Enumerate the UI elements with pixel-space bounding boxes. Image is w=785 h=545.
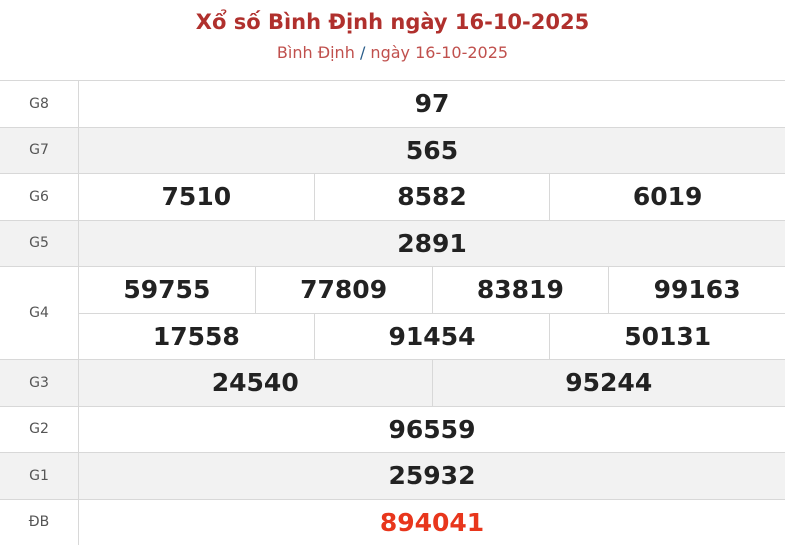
- prize-sub-row: 96559: [79, 407, 785, 453]
- prize-number: 17558: [79, 314, 314, 360]
- prize-number: 565: [79, 128, 785, 174]
- prize-label: G2: [0, 407, 79, 453]
- prize-label: G1: [0, 453, 79, 499]
- prize-number: 59755: [79, 267, 255, 313]
- prize-label: G5: [0, 221, 79, 267]
- prize-sub-row: 894041: [79, 500, 785, 545]
- prize-number: 95244: [432, 360, 785, 406]
- prize-sub-row: 2891: [79, 221, 785, 267]
- breadcrumb: Bình Định / ngày 16-10-2025: [0, 41, 785, 65]
- prize-sub-row: 97: [79, 81, 785, 127]
- prize-label: G8: [0, 81, 79, 127]
- prize-number: 50131: [549, 314, 785, 360]
- results-header: Xổ số Bình Định ngày 16-10-2025 Bình Địn…: [0, 0, 785, 80]
- prize-label: ĐB: [0, 500, 79, 545]
- prize-values: 2891: [79, 221, 785, 267]
- prize-values: 565: [79, 128, 785, 174]
- prize-number: 24540: [79, 360, 432, 406]
- prize-number: 91454: [314, 314, 550, 360]
- prize-number: 7510: [79, 174, 314, 220]
- prize-sub-row: 25932: [79, 453, 785, 499]
- prize-sub-row: 565: [79, 128, 785, 174]
- prize-number: 99163: [608, 267, 785, 313]
- special-prize-number: 894041: [79, 500, 785, 545]
- prize-number: 83819: [432, 267, 609, 313]
- page-title: Xổ số Bình Định ngày 16-10-2025: [0, 0, 785, 36]
- prize-label: G3: [0, 360, 79, 406]
- prize-number: 25932: [79, 453, 785, 499]
- prize-values: 25932: [79, 453, 785, 499]
- prize-values: 894041: [79, 500, 785, 545]
- prize-label: G4: [0, 267, 79, 359]
- prize-label: G7: [0, 128, 79, 174]
- prize-number: 6019: [549, 174, 785, 220]
- prize-number: 2891: [79, 221, 785, 267]
- prize-number: 8582: [314, 174, 550, 220]
- prize-values: 96559: [79, 407, 785, 453]
- prize-number: 77809: [255, 267, 432, 313]
- prize-label: G6: [0, 174, 79, 220]
- breadcrumb-separator: /: [360, 43, 365, 62]
- breadcrumb-province[interactable]: Bình Định: [277, 43, 355, 62]
- prize-values: 97: [79, 81, 785, 127]
- prize-number: 96559: [79, 407, 785, 453]
- prize-number: 97: [79, 81, 785, 127]
- breadcrumb-date[interactable]: ngày 16-10-2025: [370, 43, 508, 62]
